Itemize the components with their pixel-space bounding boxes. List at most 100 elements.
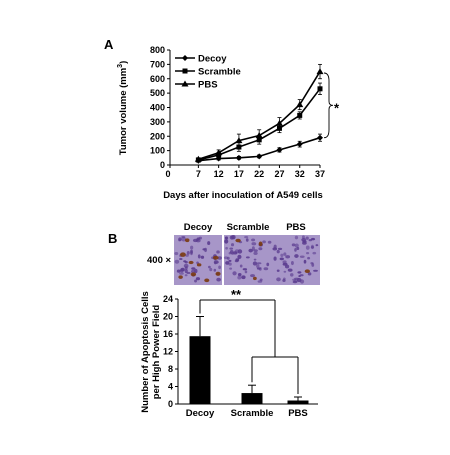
nucleus (228, 262, 232, 266)
nucleus (256, 264, 260, 269)
bar-significance-marker: ** (231, 287, 242, 302)
nucleus (283, 277, 286, 281)
x-tick-label: 27 (274, 169, 284, 179)
nucleus (218, 265, 221, 270)
apoptotic-cell (178, 275, 183, 279)
y-tick-label: 500 (150, 88, 165, 98)
image-label-decoy: Decoy (184, 222, 213, 233)
nucleus (315, 244, 319, 247)
apoptotic-cell (215, 271, 221, 276)
nucleus (214, 261, 217, 265)
nucleus (251, 242, 257, 246)
nucleus (313, 269, 318, 272)
nucleus (290, 261, 294, 266)
nucleus (307, 256, 311, 260)
nucleus (224, 239, 229, 244)
nucleus (228, 259, 232, 262)
nucleus (197, 254, 201, 259)
nucleus (184, 268, 188, 274)
x-tick-label: 22 (254, 169, 264, 179)
nucleus (231, 252, 235, 255)
data-point-pbs (275, 119, 283, 126)
apoptotic-cell (212, 255, 219, 260)
nucleus (178, 238, 182, 242)
nucleus (174, 259, 180, 264)
nucleus (184, 274, 188, 277)
data-point-decoy (296, 141, 303, 148)
y-tick-label: 600 (150, 74, 165, 84)
nucleus (267, 240, 272, 244)
nucleus (291, 243, 296, 247)
nucleus (282, 262, 288, 266)
tumor-volume-line-chart: Tumor volume (mm3) Days after inoculatio… (117, 45, 340, 201)
nucleus (277, 247, 283, 251)
nucleus (272, 247, 278, 251)
nucleus (256, 267, 261, 270)
nucleus (294, 235, 299, 240)
x-tick-label: 0 (165, 169, 170, 179)
nucleus (244, 270, 248, 274)
nucleus (276, 249, 280, 254)
x-tick-label: 37 (315, 169, 325, 179)
panel-b-label: B (108, 231, 117, 246)
nucleus (296, 277, 302, 283)
nucleus (191, 267, 196, 270)
bar-category-label: PBS (288, 408, 308, 419)
nucleus (181, 235, 186, 239)
nucleus (250, 274, 255, 278)
nucleus (237, 254, 242, 260)
legend-label-decoy: Decoy (198, 54, 227, 65)
data-point-scramble (317, 86, 323, 92)
data-point-pbs (235, 137, 243, 144)
nucleus (196, 237, 201, 240)
nucleus (263, 267, 269, 271)
data-point-decoy (317, 134, 323, 141)
nucleus (192, 238, 198, 243)
nucleus (305, 245, 310, 250)
nucleus (233, 251, 238, 255)
nucleus (252, 261, 258, 266)
x-tick-label: 12 (214, 169, 224, 179)
nucleus (253, 251, 258, 255)
nucleus (190, 249, 193, 254)
nucleus (202, 248, 206, 251)
data-point-pbs (316, 68, 324, 75)
magnification-label: 400 × (147, 255, 171, 266)
nucleus (179, 257, 183, 260)
nucleus (285, 255, 291, 259)
nucleus (229, 267, 233, 270)
bar-chart-y-axis-label-line1: Number of Apoptosis Cells (140, 291, 151, 413)
y-tick-label: 800 (150, 45, 165, 55)
nucleus (305, 236, 309, 240)
apoptotic-cell (235, 238, 241, 243)
nucleus (298, 275, 301, 278)
y-tick-label: 300 (150, 117, 165, 127)
image-label-pbs: PBS (286, 222, 306, 233)
nucleus (225, 236, 229, 240)
nucleus (251, 238, 256, 242)
nucleus (181, 237, 187, 242)
y-tick-label: 700 (150, 59, 165, 69)
legend-label-pbs: PBS (198, 80, 218, 91)
nucleus (239, 264, 243, 268)
nucleus (245, 256, 250, 259)
y-tick-label: 400 (150, 103, 165, 113)
x-tick-label: 7 (196, 169, 201, 179)
y-tick-label: 200 (150, 131, 165, 141)
nucleus (195, 277, 201, 281)
legend-label-scramble: Scramble (198, 67, 241, 78)
apoptosis-bar-chart: Number of Apoptosis Cells per High Power… (140, 287, 318, 419)
panel-a-label: A (104, 37, 114, 52)
nucleus (229, 247, 234, 250)
nucleus (256, 262, 262, 265)
nucleus (185, 254, 189, 257)
bar-decoy (189, 336, 211, 404)
nucleus (208, 265, 211, 269)
nucleus (237, 275, 242, 280)
nucleus (266, 262, 270, 267)
bar-category-label: Decoy (186, 408, 215, 419)
nucleus (276, 277, 281, 282)
apoptotic-cell (185, 238, 190, 243)
nucleus (183, 260, 187, 263)
